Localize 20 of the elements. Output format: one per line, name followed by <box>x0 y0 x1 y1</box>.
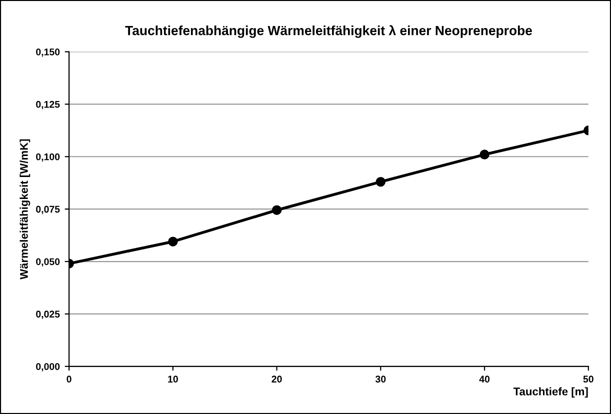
point <box>168 236 178 246</box>
y-axis-title: Wärmeleitfähigkeit [W/mK] <box>20 139 30 280</box>
y-tick-label: 0,150 <box>36 48 60 57</box>
y-tick-label: 0,000 <box>36 363 60 372</box>
x-axis-title: Tauchtiefe [m] <box>513 387 588 398</box>
point <box>480 150 490 160</box>
x-tick-label: 30 <box>375 376 386 383</box>
y-tick-label: 0,050 <box>36 258 60 267</box>
point <box>376 176 386 187</box>
x-tick-label: 20 <box>272 376 282 383</box>
chart-title: Tauchtiefenabhängige Wärmeleitfähigkeit λ einer Neopreneprobe <box>125 25 532 38</box>
y-tick-label: 0,025 <box>36 310 60 319</box>
y-tick-label: 0,075 <box>36 206 60 214</box>
point <box>272 205 282 215</box>
x-tick-label: 50 <box>583 376 594 383</box>
y-tick-label: 0,125 <box>36 100 60 110</box>
x-tick-label: 40 <box>479 376 490 383</box>
y-tick-label: 0,100 <box>36 153 60 162</box>
x-tick-label: 10 <box>168 376 178 383</box>
x-tick-label: 0 <box>66 376 72 383</box>
